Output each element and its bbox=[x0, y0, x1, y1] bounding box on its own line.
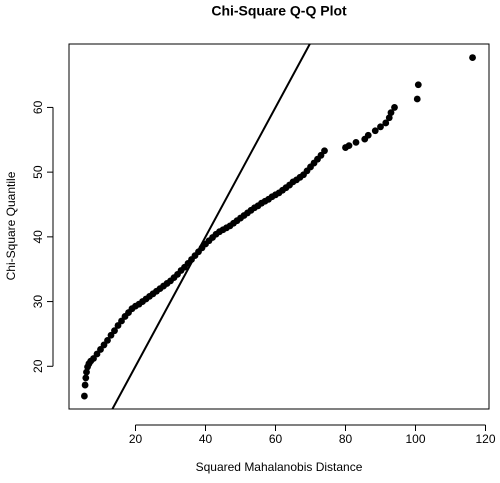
x-tick-label: 60 bbox=[269, 432, 283, 446]
reference-line bbox=[111, 44, 311, 409]
point bbox=[345, 142, 353, 150]
point bbox=[414, 81, 422, 89]
x-tick-label: 20 bbox=[129, 432, 143, 446]
x-tick-label: 80 bbox=[339, 432, 353, 446]
point bbox=[391, 104, 398, 111]
point bbox=[377, 123, 384, 131]
point bbox=[111, 327, 118, 335]
point bbox=[82, 374, 90, 382]
x-tick-label: 100 bbox=[405, 432, 425, 446]
point bbox=[104, 337, 111, 344]
x-tick-label: 120 bbox=[475, 432, 495, 446]
point bbox=[385, 114, 393, 122]
point bbox=[469, 54, 476, 61]
x-tick-label: 40 bbox=[199, 432, 213, 446]
plot-box bbox=[68, 43, 490, 410]
point bbox=[321, 147, 328, 155]
point bbox=[81, 392, 88, 400]
x-axis-label: Squared Mahalanobis Distance bbox=[196, 460, 363, 474]
y-tick-label: 30 bbox=[31, 295, 45, 309]
y-tick-label: 50 bbox=[31, 165, 45, 179]
point bbox=[382, 119, 390, 127]
chart-title: Chi-Square Q-Q Plot bbox=[211, 3, 347, 19]
y-tick-label: 60 bbox=[31, 100, 45, 114]
point bbox=[81, 381, 89, 389]
point bbox=[387, 109, 395, 116]
y-axis-label: Chi-Square Quantile bbox=[4, 171, 18, 280]
point bbox=[352, 138, 360, 146]
y-tick-label: 20 bbox=[31, 359, 45, 373]
point bbox=[371, 127, 379, 135]
point bbox=[83, 368, 90, 376]
point bbox=[364, 131, 372, 139]
y-tick-label: 40 bbox=[31, 230, 45, 244]
point bbox=[413, 95, 421, 103]
